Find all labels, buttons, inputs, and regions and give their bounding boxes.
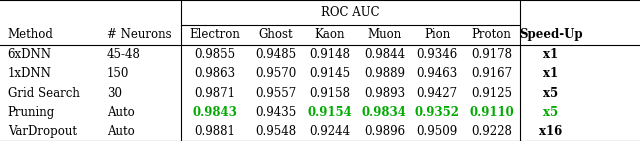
Text: 6xDNN: 6xDNN [8,48,52,61]
Text: 0.9834: 0.9834 [362,106,407,119]
Text: ROC AUC: ROC AUC [321,6,380,19]
Text: 0.9871: 0.9871 [194,87,236,100]
Text: 0.9485: 0.9485 [255,48,296,61]
Text: 0.9427: 0.9427 [417,87,458,100]
Text: 0.9855: 0.9855 [194,48,236,61]
Text: Grid Search: Grid Search [8,87,79,100]
Text: 0.9463: 0.9463 [417,67,458,80]
Text: Proton: Proton [472,28,511,41]
Text: 0.9346: 0.9346 [417,48,458,61]
Text: 0.9154: 0.9154 [308,106,352,119]
Text: Muon: Muon [367,28,401,41]
Text: 0.9148: 0.9148 [309,48,351,61]
Text: 0.9863: 0.9863 [194,67,236,80]
Text: 0.9893: 0.9893 [364,87,405,100]
Text: 150: 150 [107,67,129,80]
Text: 0.9228: 0.9228 [471,125,512,138]
Text: 0.9889: 0.9889 [364,67,405,80]
Text: 0.9110: 0.9110 [469,106,514,119]
Text: 0.9570: 0.9570 [255,67,296,80]
Text: 1xDNN: 1xDNN [8,67,52,80]
Text: 0.9896: 0.9896 [364,125,405,138]
Text: Auto: Auto [107,125,134,138]
Text: 0.9178: 0.9178 [471,48,512,61]
Text: x16: x16 [539,125,563,138]
Text: 0.9352: 0.9352 [415,106,460,119]
Text: 0.9125: 0.9125 [471,87,512,100]
Text: Pion: Pion [424,28,451,41]
Text: 0.9244: 0.9244 [309,125,351,138]
Text: 0.9167: 0.9167 [471,67,512,80]
Text: 0.9145: 0.9145 [309,67,351,80]
Text: 45-48: 45-48 [107,48,141,61]
Text: Speed-Up: Speed-Up [519,28,582,41]
Text: Ghost: Ghost [258,28,293,41]
Text: x1: x1 [543,48,558,61]
Text: # Neurons: # Neurons [107,28,172,41]
Text: Electron: Electron [189,28,240,41]
Text: Method: Method [8,28,54,41]
Text: 0.9158: 0.9158 [309,87,351,100]
Text: x1: x1 [543,67,558,80]
Text: Kaon: Kaon [315,28,345,41]
Text: 30: 30 [107,87,122,100]
Text: 0.9548: 0.9548 [255,125,296,138]
Text: 0.9557: 0.9557 [255,87,296,100]
Text: 0.9509: 0.9509 [417,125,458,138]
Text: x5: x5 [543,87,558,100]
Text: 0.9435: 0.9435 [255,106,296,119]
Text: 0.9843: 0.9843 [192,106,237,119]
Text: 0.9881: 0.9881 [195,125,235,138]
Text: VarDropout: VarDropout [8,125,77,138]
Text: Auto: Auto [107,106,134,119]
Text: x5: x5 [543,106,558,119]
Text: 0.9844: 0.9844 [364,48,405,61]
Text: Pruning: Pruning [8,106,55,119]
